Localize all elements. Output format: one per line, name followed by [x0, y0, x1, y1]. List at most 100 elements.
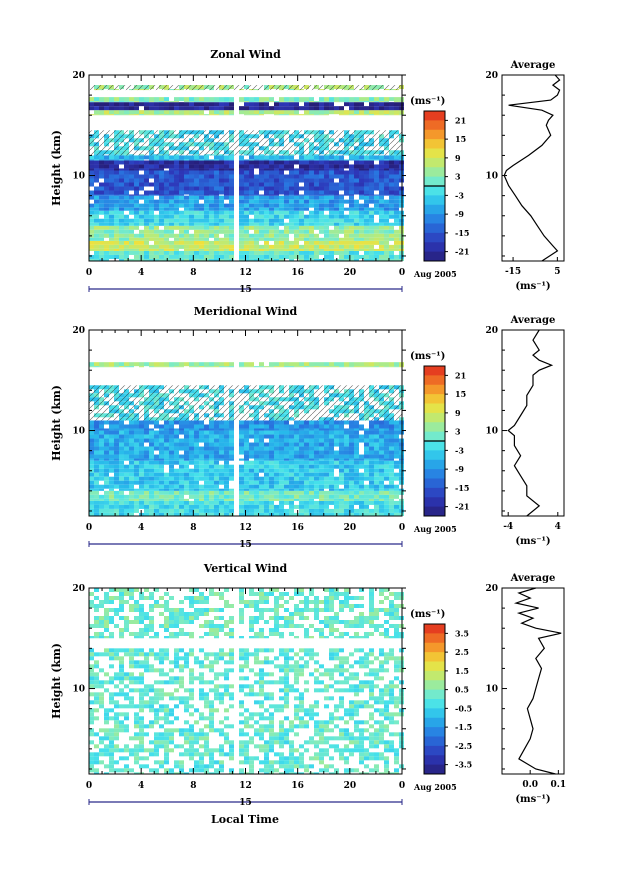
heatmap-cell	[294, 233, 299, 238]
heatmap-cell	[144, 250, 149, 255]
heatmap-cell	[134, 488, 139, 491]
heatmap-cell	[184, 168, 189, 171]
heatmap-cell	[204, 430, 209, 435]
heatmap-cell	[94, 660, 99, 665]
heatmap-cell	[334, 244, 339, 249]
heatmap-cell	[109, 186, 114, 191]
heatmap-cell	[169, 488, 174, 491]
heatmap-cell	[154, 170, 159, 175]
heatmap-cell	[159, 182, 164, 187]
heatmap-cell	[369, 476, 374, 481]
heatmap-cell	[279, 164, 284, 169]
heatmap-cell	[124, 498, 129, 501]
heatmap-cell	[174, 194, 179, 196]
heatmap-cell	[324, 430, 329, 435]
colorbar-tick-label: 3	[455, 427, 461, 437]
heatmap-cell	[134, 178, 139, 183]
heatmap-cell	[294, 218, 299, 223]
heatmap-cell	[214, 159, 219, 161]
heatmap-cell	[269, 464, 274, 469]
heatmap-cell	[374, 366, 379, 368]
heatmap-cell	[314, 428, 319, 431]
heatmap-cell	[344, 668, 349, 673]
heatmap-cell	[139, 446, 144, 451]
heatmap-cell	[174, 203, 179, 208]
heatmap-cell	[319, 458, 324, 461]
heatmap-cell	[374, 203, 379, 208]
heatmap-cell	[294, 174, 299, 179]
heatmap-cell	[144, 254, 149, 259]
heatmap-cell	[379, 159, 384, 161]
heatmap-cell	[104, 438, 109, 443]
heatmap-cell	[159, 656, 164, 661]
heatmap-cell	[374, 430, 379, 435]
heatmap-cell	[114, 438, 119, 443]
heatmap-cell	[379, 110, 384, 115]
heatmap-cell	[114, 652, 119, 657]
colorbar-tick-label: 15	[455, 389, 466, 399]
heatmap-cell	[364, 434, 369, 439]
heatmap-cell	[159, 159, 164, 161]
heatmap-cell	[174, 504, 179, 509]
heatmap-cell	[269, 250, 274, 255]
heatmap-cell	[374, 159, 379, 161]
heatmap-cell	[314, 464, 319, 469]
heatmap-cell	[294, 460, 299, 465]
heatmap-cell	[379, 464, 384, 469]
heatmap-cell	[244, 488, 249, 491]
heatmap-cell	[374, 225, 379, 230]
heatmap-cell	[129, 664, 134, 669]
heatmap-cell	[89, 664, 94, 669]
heatmap-cell	[374, 362, 379, 367]
heatmap-cell	[354, 490, 359, 495]
heatmap-cell	[174, 182, 179, 187]
heatmap-cell	[239, 97, 244, 102]
heatmap-cell	[249, 254, 254, 259]
heatmap-cell	[194, 164, 199, 169]
heatmap-cell	[119, 446, 124, 451]
heatmap-cell	[89, 194, 94, 196]
heatmap-cell	[159, 442, 164, 447]
heatmap-cell	[284, 225, 289, 230]
heatmap-cell	[359, 186, 364, 191]
heatmap-cell	[309, 450, 314, 455]
heatmap-cell	[239, 214, 244, 219]
heatmap-cell	[184, 446, 189, 451]
heatmap-cell	[339, 656, 344, 661]
heatmap-cell	[189, 182, 194, 187]
heatmap-cell	[379, 648, 384, 653]
heatmap-cell	[89, 114, 94, 116]
heatmap-cell	[129, 168, 134, 171]
heatmap-cell	[159, 450, 164, 455]
heatmap-cell	[164, 656, 169, 661]
heatmap-cell	[169, 424, 174, 429]
colorbar-tick-label: -21	[455, 502, 469, 512]
heatmap-cell	[109, 207, 114, 211]
heatmap-cell	[349, 164, 354, 169]
heatmap-cell	[94, 210, 99, 215]
heatmap-cell	[109, 233, 114, 238]
heatmap-cell	[299, 420, 304, 425]
heatmap-cell	[369, 229, 374, 234]
heatmap-cell	[194, 237, 199, 241]
heatmap-cell	[114, 222, 119, 226]
heatmap-cell	[319, 438, 324, 443]
heatmap-cell	[264, 472, 269, 477]
heatmap-cell	[94, 446, 99, 451]
heatmap-cell	[99, 225, 104, 230]
heatmap-cell	[314, 114, 319, 116]
heatmap-cell	[354, 233, 359, 238]
heatmap-cell	[354, 438, 359, 443]
heatmap-cell	[334, 442, 339, 447]
heatmap-cell	[379, 178, 384, 183]
heatmap-cell	[199, 464, 204, 469]
heatmap-cell	[114, 424, 119, 429]
heatmap-cell	[114, 254, 119, 259]
heatmap-cell	[179, 199, 184, 204]
heatmap-cell	[199, 233, 204, 238]
heatmap-cell	[94, 430, 99, 435]
heatmap-cell	[164, 254, 169, 259]
heatmap-cell	[294, 160, 299, 165]
heatmap-cell	[289, 195, 294, 200]
heatmap-cell	[274, 229, 279, 234]
